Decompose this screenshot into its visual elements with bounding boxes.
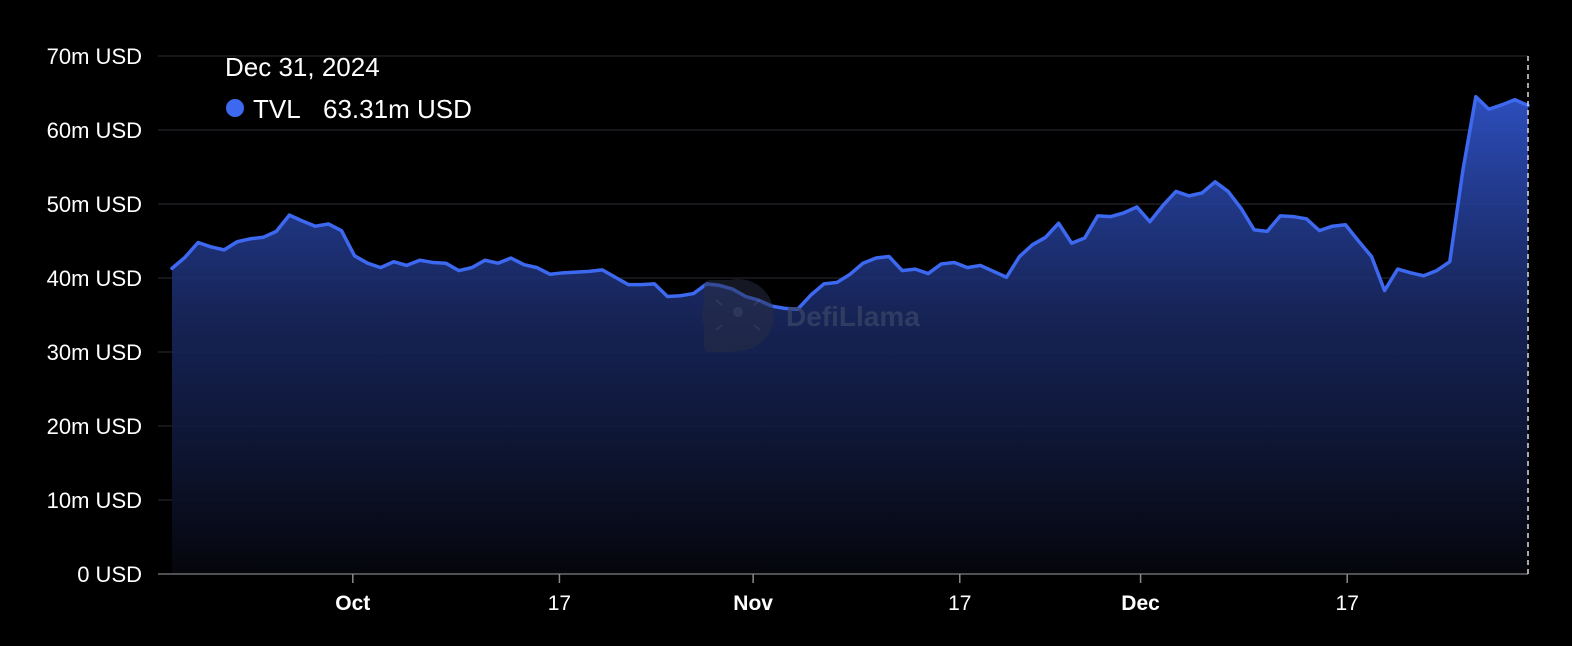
tooltip-value: 63.31m USD (323, 94, 472, 124)
tooltip: Dec 31, 2024 TVL 63.31m USD (225, 52, 472, 124)
area-layer (170, 94, 1530, 574)
y-tick-label: 0 USD (77, 562, 142, 587)
y-axis: 0 USD 10m USD 20m USD 30m USD 40m USD 50m USD… (47, 44, 142, 587)
y-tick-label: 70m USD (47, 44, 142, 69)
tooltip-date: Dec 31, 2024 (225, 52, 380, 82)
x-tick-label: Dec (1121, 592, 1160, 615)
x-tick-label: 17 (1336, 592, 1359, 615)
x-axis: Oct 17 Nov 17 Dec 17 (158, 573, 1528, 615)
watermark-text: DefiLlama (786, 301, 920, 332)
tooltip-series-dot-icon (226, 99, 244, 117)
llama-logo-icon (702, 279, 774, 352)
x-tick-label: Oct (335, 592, 370, 615)
tvl-line (170, 94, 1530, 311)
y-tick-label: 60m USD (47, 118, 142, 143)
tooltip-series-name: TVL (253, 94, 301, 124)
watermark: DefiLlama (702, 279, 920, 352)
tvl-area-fill (172, 96, 1528, 574)
y-tick-label: 20m USD (47, 414, 142, 439)
y-tick-label: 10m USD (47, 488, 142, 513)
x-tick-label: 17 (948, 592, 971, 615)
x-tick-label: 17 (548, 592, 571, 615)
y-tick-label: 30m USD (47, 340, 142, 365)
x-tick-label: Nov (733, 592, 773, 615)
y-tick-label: 40m USD (47, 266, 142, 291)
y-tick-label: 50m USD (47, 192, 142, 217)
